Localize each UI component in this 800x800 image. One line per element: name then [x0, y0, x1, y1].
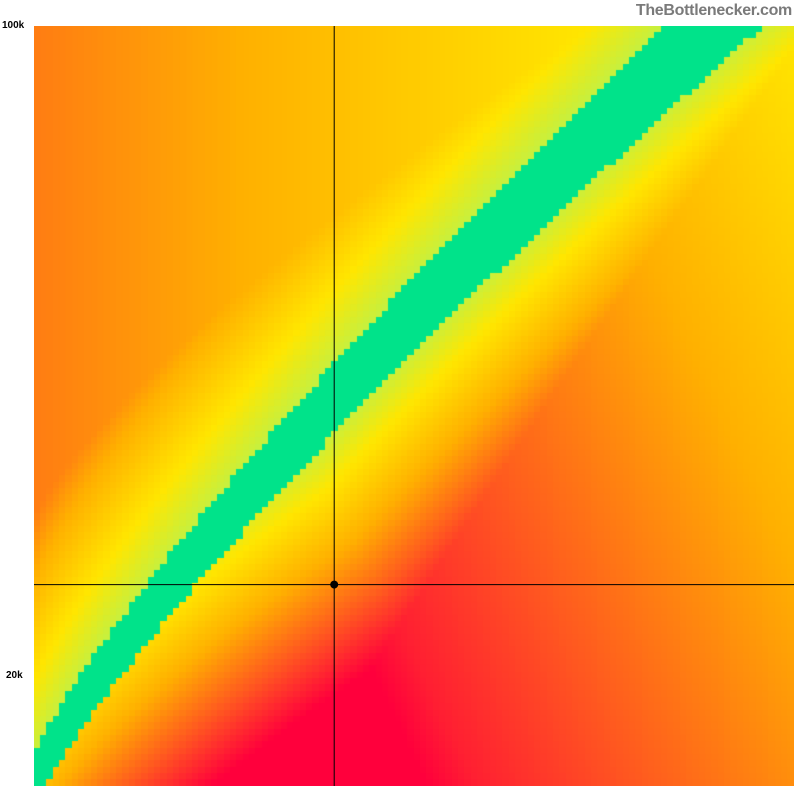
- y-axis-label-top: 100k: [2, 20, 24, 31]
- heatmap-canvas: [34, 26, 794, 786]
- y-axis-label-bottom: 20k: [6, 670, 23, 681]
- watermark-text: TheBottlenecker.com: [636, 2, 792, 20]
- heatmap-chart: [34, 26, 794, 786]
